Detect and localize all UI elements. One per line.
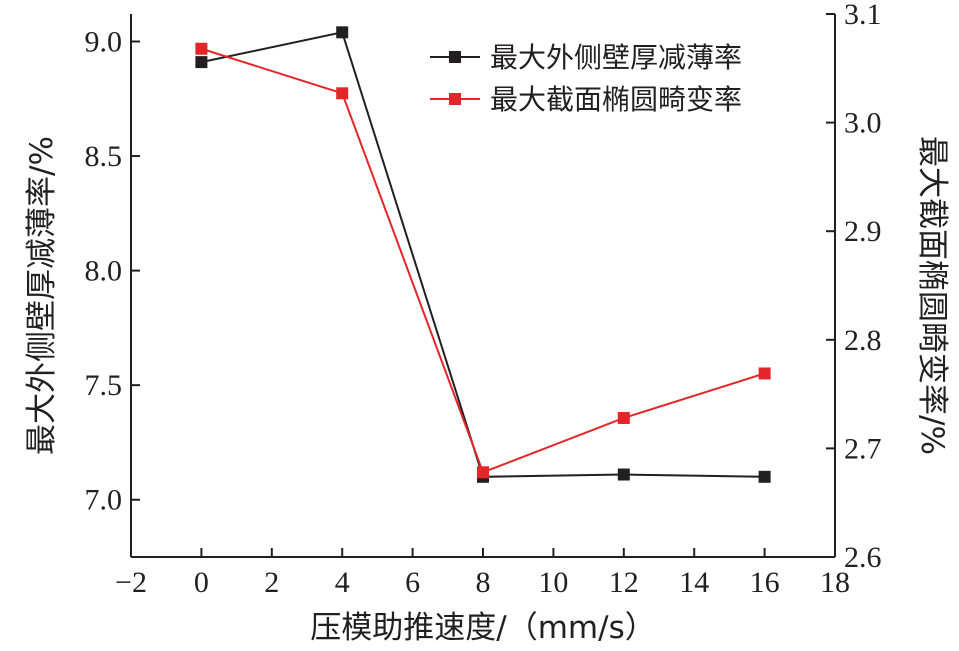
- y-right-tick-label: 3.1: [844, 0, 882, 31]
- series-layer: [195, 26, 771, 483]
- legend-entry: 最大截面椭圆畸变率: [430, 83, 742, 116]
- x-tick-label: 0: [194, 566, 209, 599]
- y-left-axis-title: 最大外侧壁厚减薄率/%: [24, 136, 60, 455]
- y-right-tick-label: 2.9: [844, 215, 882, 248]
- axes: −2 0 2 4 6 8 10 12 14 16 18 7.0 7.5 8.0 8.5 9.0 2.6 2.7 2.…: [85, 0, 882, 599]
- y-right-tick-label: 2.8: [844, 324, 882, 357]
- legend-label: 最大外侧壁厚减薄率: [490, 41, 742, 74]
- legend-marker: [449, 51, 461, 63]
- y-left-tick-label: 7.0: [85, 484, 123, 517]
- data-point: [617, 468, 630, 481]
- x-tick-label: −2: [115, 566, 147, 599]
- x-tick-label: 6: [405, 566, 420, 599]
- x-tick-label: 18: [820, 566, 850, 599]
- y-left-tick-label: 8.5: [85, 140, 123, 173]
- y-left-tick-label: 7.5: [85, 369, 123, 402]
- data-point: [477, 466, 489, 479]
- data-point: [195, 56, 208, 69]
- data-point: [195, 42, 208, 55]
- x-tick-label: 10: [538, 566, 568, 599]
- data-point: [758, 470, 771, 483]
- x-tick-label: 8: [476, 566, 491, 599]
- series-2: [195, 42, 771, 479]
- x-tick-label: 12: [609, 566, 639, 599]
- legend-label: 最大截面椭圆畸变率: [490, 83, 742, 116]
- data-point: [758, 367, 771, 380]
- x-axis-title: 压模助推速度/（mm/s）: [310, 610, 655, 646]
- x-tick-label: 14: [679, 566, 709, 599]
- y-left-tick-label: 8.0: [85, 255, 123, 288]
- y-right-tick-label: 2.7: [844, 432, 882, 465]
- y-right-tick-label: 2.6: [844, 541, 882, 574]
- legend-entry: 最大外侧壁厚减薄率: [430, 41, 742, 74]
- x-tick-label: 16: [750, 566, 780, 599]
- x-tick-label: 2: [264, 566, 279, 599]
- y-right-axis-title: 最大截面椭圆畸变率/%: [914, 136, 950, 455]
- data-point: [617, 411, 630, 424]
- x-tick-label: 4: [335, 566, 350, 599]
- y-left-tick-label: 9.0: [85, 25, 123, 58]
- y-right-tick-label: 3.0: [844, 107, 882, 140]
- legend-marker: [449, 93, 461, 105]
- data-point: [336, 87, 349, 100]
- data-point: [336, 26, 349, 39]
